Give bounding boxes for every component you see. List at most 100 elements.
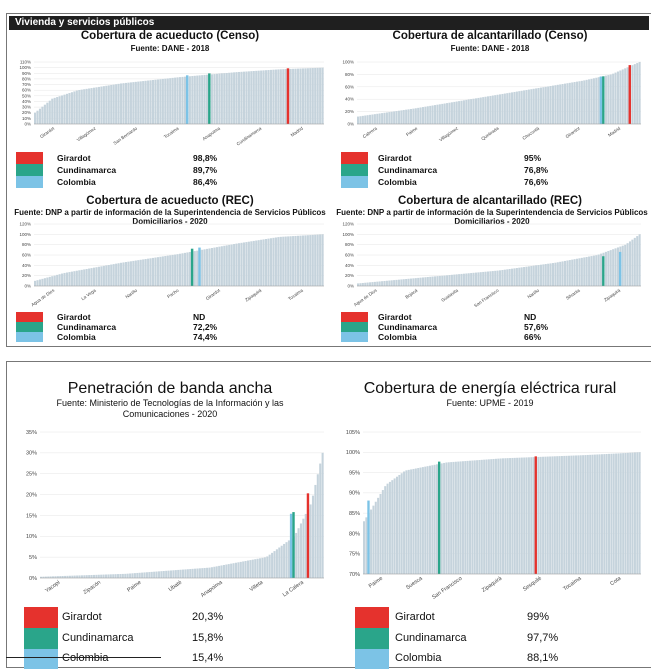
bar <box>395 476 398 574</box>
bar <box>421 277 425 286</box>
bar <box>149 80 152 124</box>
bar <box>191 568 194 578</box>
bar <box>612 73 615 124</box>
bar <box>361 282 364 286</box>
legend-label: Girardot <box>57 312 91 322</box>
bar <box>177 569 180 578</box>
bar <box>478 460 481 574</box>
x-tick-label: Yacopí <box>44 579 62 594</box>
bar <box>419 467 422 574</box>
highlight-bar-colombia <box>198 247 201 286</box>
bar <box>90 268 93 286</box>
bar <box>459 461 462 574</box>
bar <box>556 456 559 574</box>
bar <box>61 95 64 124</box>
bar <box>124 262 128 286</box>
bar <box>520 90 523 124</box>
bar <box>112 84 115 124</box>
bar <box>489 95 492 124</box>
bar <box>262 70 265 124</box>
bar <box>36 280 39 286</box>
bar <box>156 79 159 124</box>
bar <box>554 262 557 286</box>
bar <box>472 272 475 286</box>
bar <box>371 114 374 124</box>
bar <box>120 83 123 124</box>
bar <box>566 260 569 286</box>
bar <box>319 67 322 124</box>
highlight-bar-colombia <box>618 251 622 286</box>
bar <box>608 453 611 574</box>
bar <box>141 572 144 578</box>
x-tick-label: Bojacá <box>404 287 419 299</box>
highlight-bar-cundinamarca <box>602 256 605 286</box>
y-tick-label: 85% <box>349 511 360 517</box>
bar <box>417 468 420 574</box>
y-tick-label: 100% <box>342 60 354 65</box>
bar <box>233 72 236 124</box>
bar <box>424 106 427 124</box>
bar <box>272 69 275 124</box>
bar <box>585 79 588 124</box>
bar <box>359 283 362 286</box>
chart-source-acueducto-rec: Fuente: DNP a partir de información de l… <box>14 208 326 226</box>
x-tick-label: Villagómez <box>438 125 459 142</box>
bar <box>144 80 147 124</box>
bar <box>588 256 591 286</box>
legend-value: 72,2% <box>193 322 218 332</box>
bar <box>102 86 105 124</box>
bar <box>316 67 319 124</box>
bar <box>604 75 607 124</box>
bar <box>257 240 260 286</box>
bar <box>132 260 135 286</box>
bar <box>83 269 86 286</box>
chart-source-alcantarillado-censo: Fuente: DANE - 2018 <box>450 44 530 53</box>
bar <box>381 490 384 574</box>
x-tick-label: Tocaima <box>163 125 180 139</box>
bar <box>51 276 54 286</box>
bar <box>142 81 145 124</box>
bar <box>133 573 136 578</box>
bar <box>250 71 253 124</box>
bar <box>414 468 417 574</box>
bar <box>431 276 434 286</box>
bar <box>357 283 360 286</box>
bar <box>454 461 457 574</box>
bar <box>260 70 263 124</box>
bar <box>174 570 177 578</box>
y-tick-label: 80% <box>345 72 354 77</box>
y-tick-label: 35% <box>26 430 37 436</box>
bar <box>112 264 115 286</box>
bar <box>176 254 179 286</box>
x-tick-label: Quebrada <box>480 125 500 141</box>
bar <box>575 455 578 574</box>
bar <box>436 276 439 286</box>
bar <box>105 85 108 124</box>
bar <box>206 567 209 578</box>
bar <box>97 86 101 124</box>
bar <box>453 101 456 124</box>
bar <box>428 465 431 574</box>
bar <box>66 575 69 578</box>
bar <box>583 80 586 124</box>
bar <box>450 462 453 574</box>
bar <box>537 456 540 574</box>
bar <box>395 111 398 124</box>
bar <box>284 69 287 124</box>
bar <box>393 478 396 574</box>
bar <box>278 547 281 578</box>
bar <box>460 100 463 124</box>
bar <box>573 259 576 286</box>
bar <box>292 236 295 286</box>
bar <box>570 455 573 574</box>
legend-value: ND <box>193 312 206 322</box>
bar <box>609 74 612 124</box>
bar <box>90 88 93 124</box>
bar <box>549 86 552 124</box>
bar <box>483 459 486 574</box>
bar <box>384 486 387 574</box>
bar <box>364 115 367 124</box>
bar <box>580 257 583 286</box>
bar <box>117 263 120 286</box>
bar <box>476 460 479 574</box>
